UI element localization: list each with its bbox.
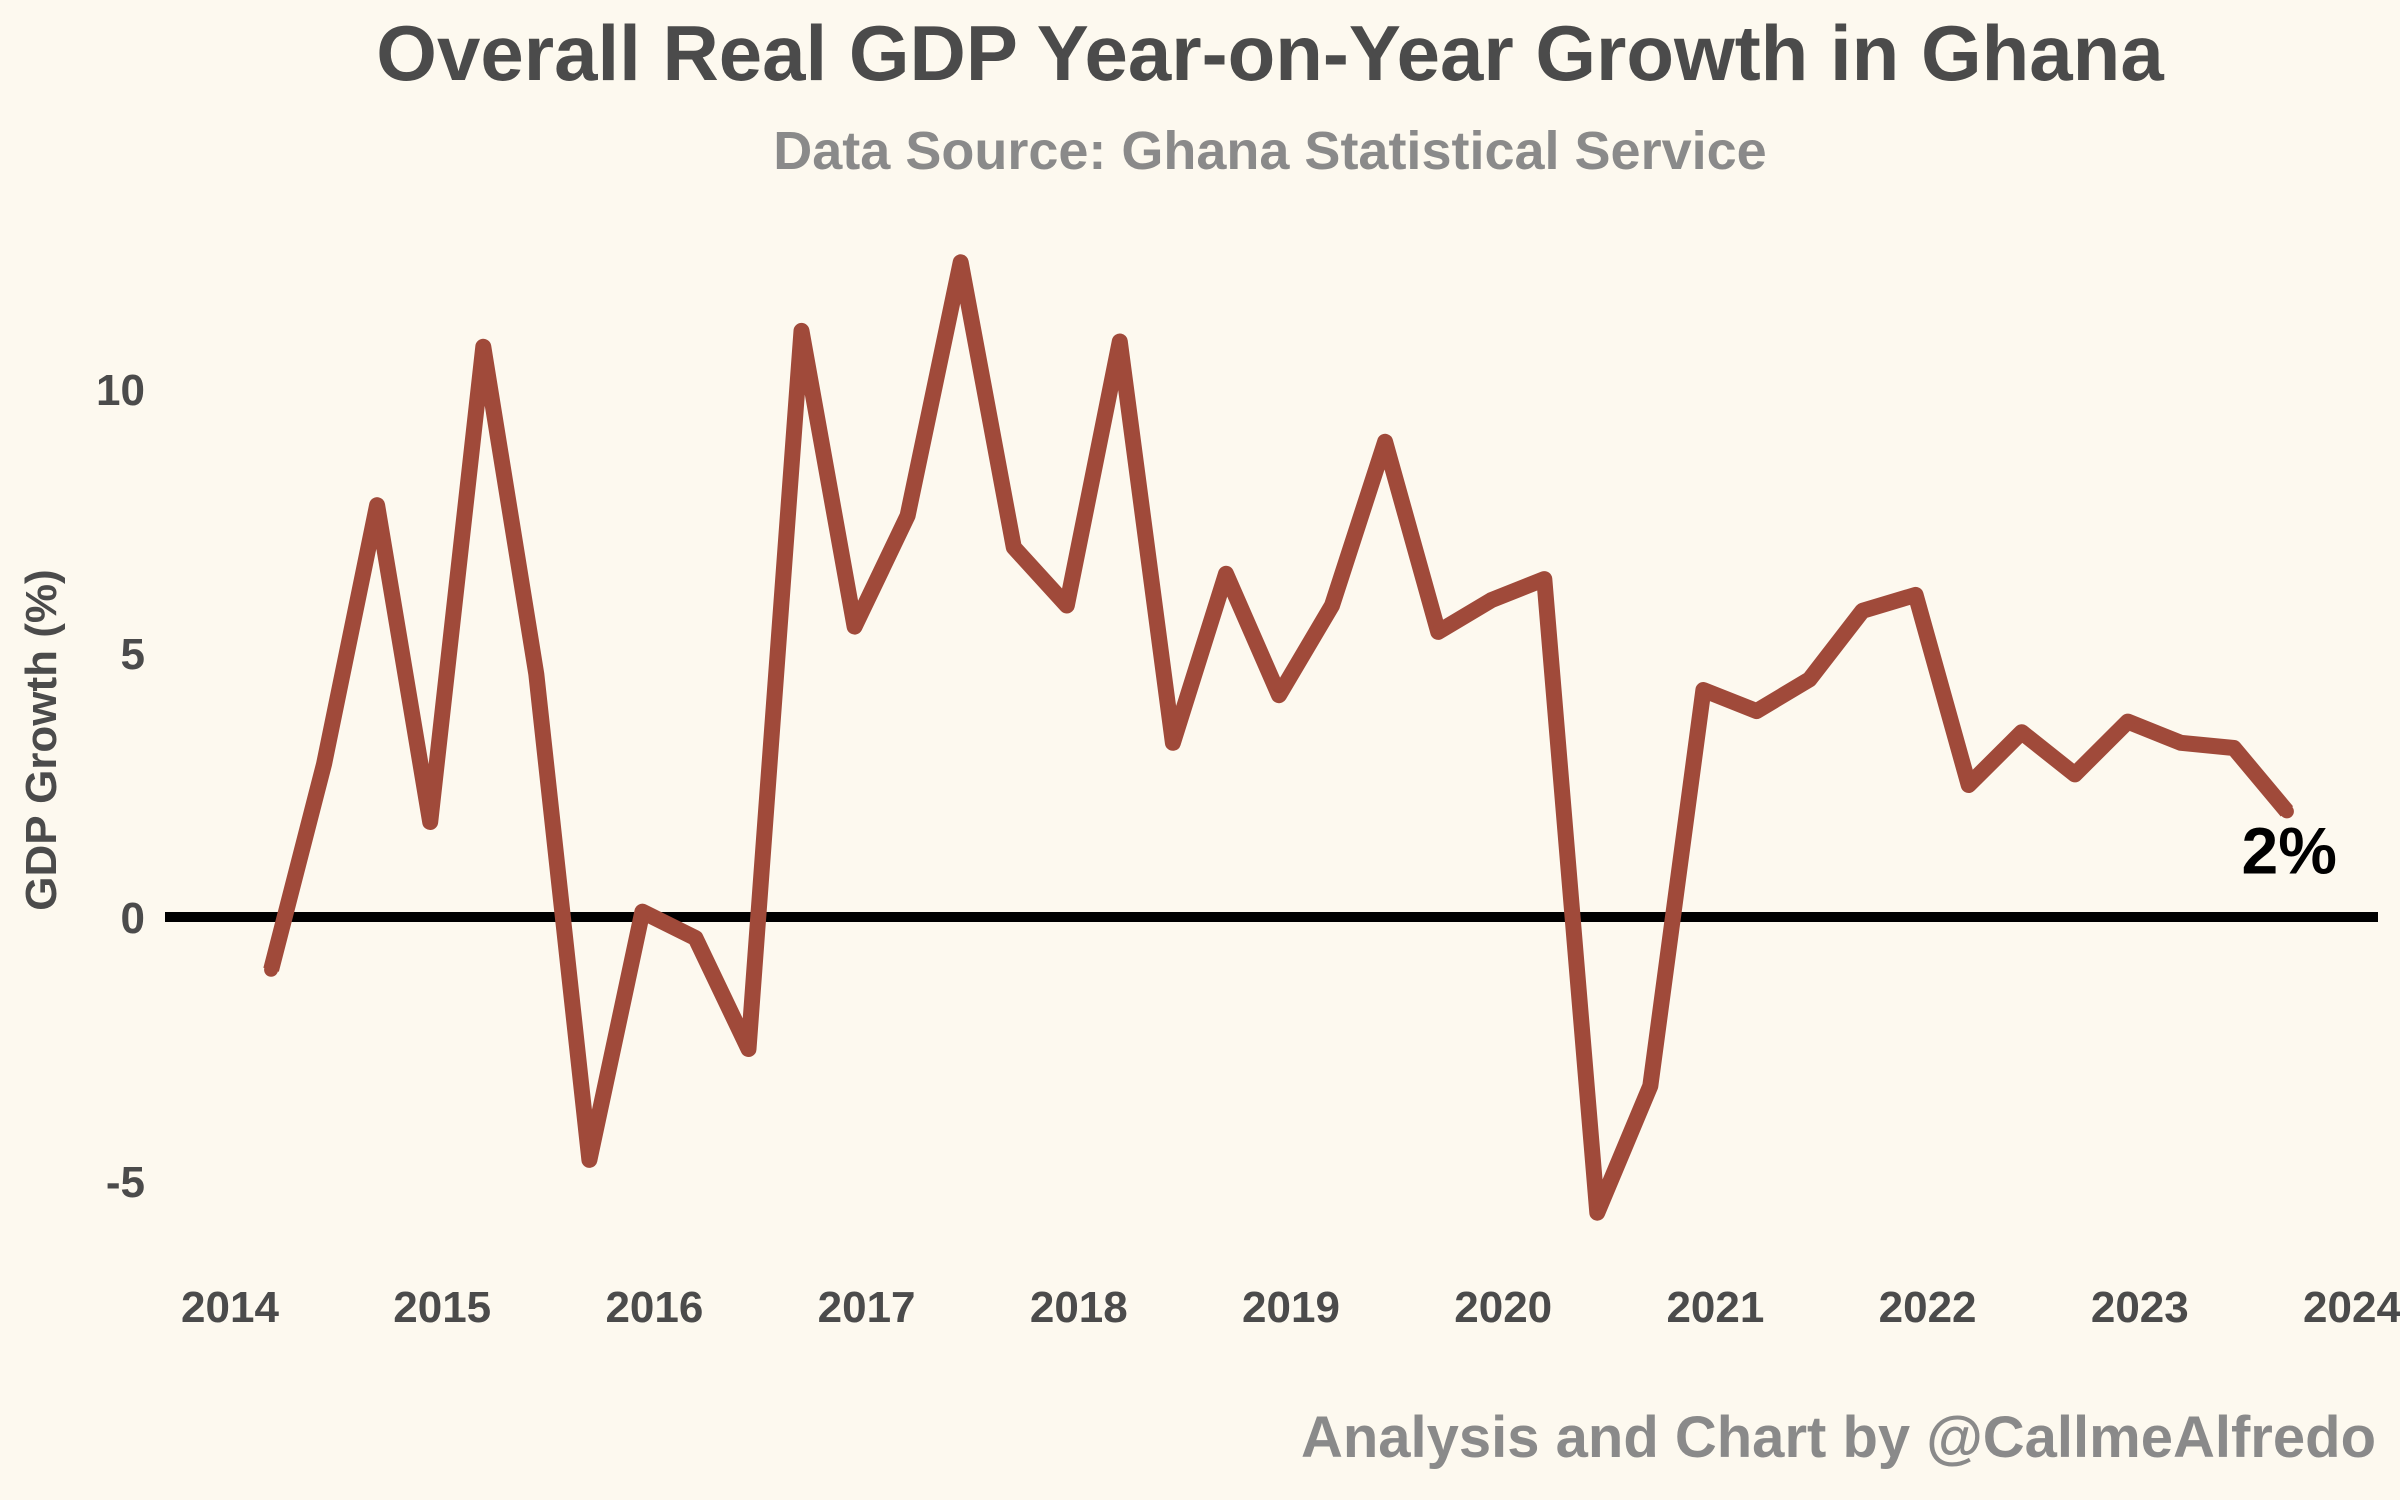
data-point <box>1855 603 1870 618</box>
data-point <box>1325 598 1339 613</box>
data-point <box>264 962 279 977</box>
x-tick-label: 2023 <box>2091 1283 2189 1332</box>
data-point <box>900 508 915 523</box>
data-point <box>1696 683 1711 697</box>
data-point <box>2173 735 2188 750</box>
data-point <box>953 255 968 270</box>
chart-subtitle: Data Source: Ghana Statistical Service <box>773 121 1767 181</box>
y-tick-label: -5 <box>106 1158 145 1207</box>
x-tick-label: 2015 <box>393 1283 491 1332</box>
y-tick-label: 0 <box>121 894 145 943</box>
data-point <box>1802 672 1817 687</box>
data-point <box>317 756 332 771</box>
data-points <box>264 255 2294 1220</box>
data-point <box>1431 624 1446 639</box>
data-point <box>1643 1079 1658 1093</box>
data-point <box>1059 598 1074 613</box>
x-tick-label: 2016 <box>605 1283 703 1332</box>
data-point <box>370 498 385 513</box>
data-point <box>476 339 491 354</box>
data-point <box>1272 688 1286 703</box>
y-tick-label: 5 <box>121 630 145 679</box>
x-axis-ticks: 2014 2015 2016 2017 2018 2019 2020 2021 2022 2023… <box>181 1283 2400 1332</box>
data-point <box>423 815 438 829</box>
data-point <box>2014 725 2029 740</box>
x-tick-label: 2024 <box>2303 1283 2400 1332</box>
x-tick-label: 2021 <box>1666 1283 1764 1332</box>
data-point <box>1112 334 1127 349</box>
data-point <box>2120 714 2135 729</box>
y-axis-title: GDP Growth (%) <box>17 569 66 910</box>
gdp-growth-line <box>263 254 2294 1221</box>
x-tick-label: 2014 <box>181 1283 279 1332</box>
x-tick-label: 2019 <box>1242 1283 1340 1332</box>
data-point <box>1749 704 1764 719</box>
x-tick-label: 2017 <box>818 1283 916 1332</box>
data-point <box>1484 593 1499 608</box>
data-point <box>1165 735 1180 750</box>
x-tick-label: 2020 <box>1454 1283 1552 1332</box>
data-point <box>1961 778 1976 792</box>
data-point <box>529 667 544 682</box>
data-point <box>688 931 703 946</box>
data-point <box>741 1042 756 1056</box>
data-point <box>1006 540 1021 555</box>
data-point <box>582 1152 597 1167</box>
data-point <box>2067 767 2082 782</box>
data-point <box>1590 1205 1605 1220</box>
chart-title: Overall Real GDP Year-on-Year Growth in … <box>376 9 2164 97</box>
data-point <box>2279 804 2294 819</box>
x-tick-label: 2018 <box>1030 1283 1128 1332</box>
data-point <box>635 904 650 919</box>
x-tick-label: 2022 <box>1879 1283 1977 1332</box>
data-point <box>1908 587 1923 602</box>
data-point <box>794 323 809 338</box>
data-point <box>1378 434 1393 449</box>
y-axis-ticks: -5 0 5 10 <box>96 366 145 1207</box>
chart-caption: Analysis and Chart by @CallmeAlfredo <box>1300 1405 2376 1470</box>
data-point <box>1537 572 1552 587</box>
data-point <box>1219 566 1233 581</box>
y-tick-label: 10 <box>96 366 145 415</box>
end-value-label: 2% <box>2242 813 2337 887</box>
data-point <box>847 619 862 634</box>
data-point <box>2226 741 2241 755</box>
